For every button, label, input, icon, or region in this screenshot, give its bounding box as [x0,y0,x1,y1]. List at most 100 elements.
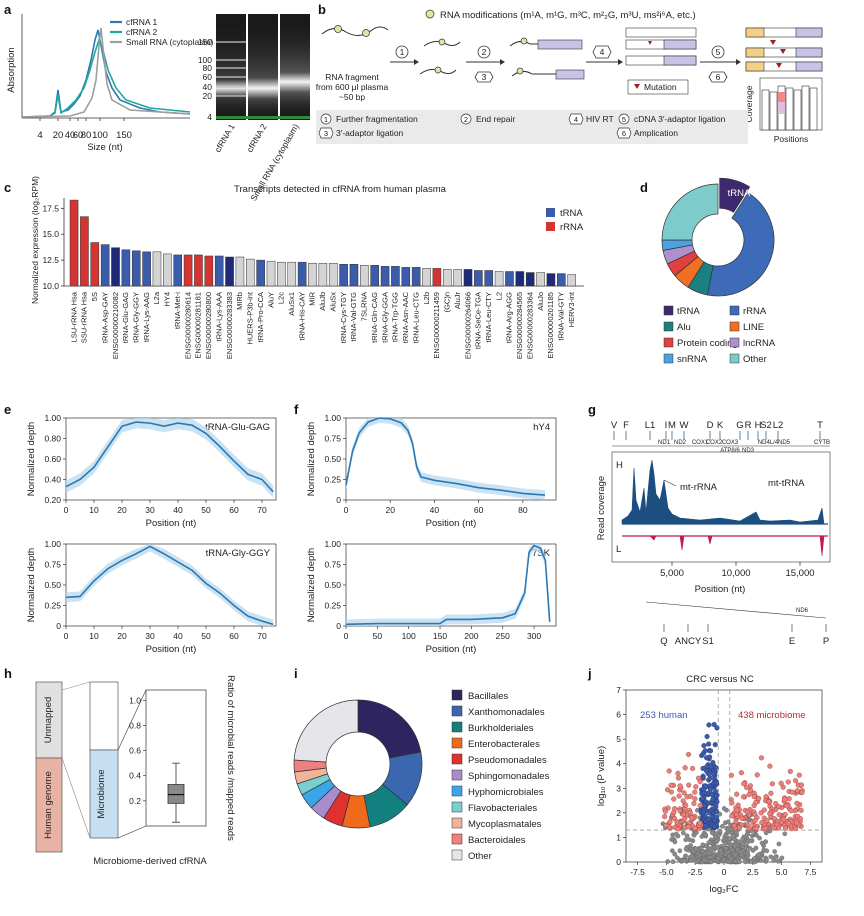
j-point-microbiome [766,799,772,805]
ytick-label: 0.25 [324,475,341,485]
xtick-label: 0 [64,505,69,515]
j-ytick-label: 1 [616,832,621,842]
d-legend-swatch [729,353,740,364]
mt-gene-label: COX3 [722,440,739,446]
ci-band [66,544,274,626]
j-point-human [700,809,706,816]
j-point-ns [748,838,753,844]
d-legend-swatch [663,305,674,316]
j-point-microbiome [677,808,683,814]
c-xtick-label: AluJr [453,292,462,310]
panel-d-label: d [640,180,648,195]
nd6-label: ND6 [796,608,809,614]
j-point-ns [708,859,714,865]
j-point-microbiome [794,820,800,826]
j-point-ns [734,830,739,836]
j-point-microbiome [771,825,777,831]
c-bar [370,265,379,287]
j-point-ns [680,830,686,836]
h-ytick-label: 0.2 [129,796,141,806]
ci-band [346,544,550,626]
j-point-ns [677,848,683,854]
j-point-ns [775,858,781,864]
a-legend-label: Small RNA (cytoplasm) [126,37,214,47]
c-xtick-label: tRNA-Gly-GGY [131,292,140,343]
j-point-human [710,771,717,777]
a-legend-label: cfRNA 1 [126,17,157,27]
j-point-human [712,742,718,748]
panel-g-label: g [588,402,596,417]
trna-gene-letter-l: P [823,636,829,647]
gel-ladder-label: 150 [198,37,212,47]
j-point-ns [717,828,723,834]
j-point-ns [782,831,788,837]
j-ytick-label: 5 [616,734,621,744]
j-point-ns [727,836,732,841]
c-bar [214,255,224,287]
j-point-human [700,765,706,771]
j-point-ns [736,859,742,865]
c-xtick-label: ENSG00000280800 [204,292,213,359]
j-point-microbiome [686,824,692,830]
j-point-microbiome [662,814,668,820]
trna-gene-letter-l: S1 [702,636,714,647]
c-bar [525,272,535,287]
trna-gene-letter: K [717,420,724,431]
a-xtick-label: 80 [81,130,92,141]
mt-gene-label: ND4L/4 [758,440,779,446]
svg-text:6: 6 [716,72,721,82]
j-point-microbiome [680,812,686,818]
xtick-label: 200 [464,631,478,641]
j-point-microbiome [729,800,735,806]
panel-g-ylabel: Read coverage [596,476,607,540]
xtick-label: 250 [496,631,510,641]
xtick-label: 0 [344,505,349,515]
i-legend-swatch [451,689,463,701]
panel-a-ylabel: Absorption [6,47,17,92]
j-point-ns [745,850,751,856]
d-legend-swatch [663,337,674,348]
g-xtick-label: 5,000 [660,568,684,579]
j-point-ns [718,848,724,853]
j-point-ns [683,846,689,852]
c-bar [204,255,214,287]
ytick-label: 0.50 [324,454,341,464]
c-bar [484,270,494,287]
c-bar [287,261,297,287]
j-point-human [709,791,715,798]
fragment-line-3: ~50 bp [339,92,366,102]
c-xtick-label: AluJb [318,292,327,311]
j-point-human [708,764,714,770]
c-xtick-label: tRNA-Glu-GAG [121,292,130,343]
panel-e-plots: 0.20 0.40 0.60 0.80 1.00 0 10 20 30 40 50 60 70 Posit… [26,413,277,655]
coverage-line [65,545,274,626]
step-number-badge [618,113,630,125]
j-point-ns [669,837,675,842]
j-point-ns [702,857,707,863]
j-point-ns [720,823,725,829]
xtick-label: 50 [201,505,211,515]
j-point-ns [710,830,715,836]
j-point-microbiome [799,789,805,796]
panel-c-title: Transcripts detected in cfRNA from human… [234,184,447,195]
xtick-label: 10 [89,631,99,641]
coverage-line-plot: 0 0.25 0.50 0.75 1.00 0 50 100 150 200 250 300 Posit… [306,539,557,655]
c-bar [183,254,193,287]
gel-ladder-label: 80 [203,63,213,73]
plot-xlabel: Position (nt) [426,518,477,529]
j-point-ns [740,836,746,842]
j-point-human [708,786,714,792]
j-xtick-label: -5.0 [659,867,674,877]
j-point-microbiome [785,779,791,785]
j-point-human [706,771,712,777]
panel-i-label: i [294,666,298,681]
plot-frame [345,417,557,501]
h-ytick-label: 0.8 [129,720,141,730]
c-bar [111,247,120,287]
c-xtick-label: tRNA-Met-i [173,292,182,329]
j-point-human [700,750,707,756]
ci-band [66,418,274,498]
trna-gene-letter-l: E [789,636,795,647]
j-point-ns [754,832,759,838]
i-legend-label: Xanthomonadales [468,707,545,718]
